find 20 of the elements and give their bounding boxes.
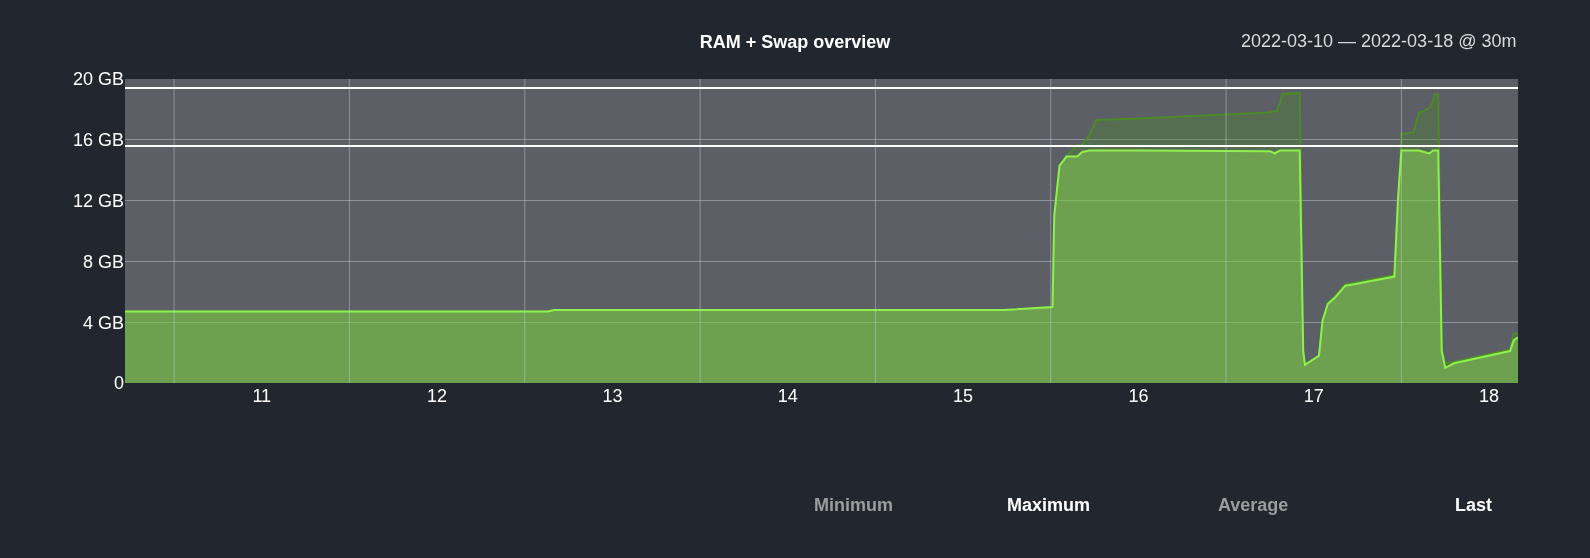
y-tick-label: 8 GB: [82, 251, 124, 272]
x-tick-label: 11: [252, 386, 272, 406]
x-tick-label: 14: [777, 386, 798, 406]
x-tick-label: 15: [953, 386, 974, 406]
y-tick-label: 0: [113, 373, 124, 394]
text: Last: [1455, 495, 1493, 515]
chart-subtitle: 2022-03-10 — 2022-03-18 @ 30m: [1241, 31, 1517, 51]
text: Minimum: [814, 495, 893, 515]
text: Average: [1218, 495, 1289, 515]
chart-title: RAM + Swap overview: [699, 32, 892, 53]
y-tick-label: 20 GB: [72, 69, 124, 90]
x-tick-label: 12: [427, 386, 448, 406]
x-tick-label: 13: [602, 386, 623, 406]
y-tick-label: 12 GB: [72, 190, 124, 211]
x-tick-label: 16: [1128, 386, 1149, 406]
x-tick-label: 17: [1303, 386, 1324, 406]
text: Maximum: [1007, 495, 1091, 515]
y-tick-label: 4 GB: [82, 312, 124, 333]
y-tick-label: 16 GB: [72, 130, 124, 151]
x-tick-label: 18: [1479, 386, 1500, 406]
